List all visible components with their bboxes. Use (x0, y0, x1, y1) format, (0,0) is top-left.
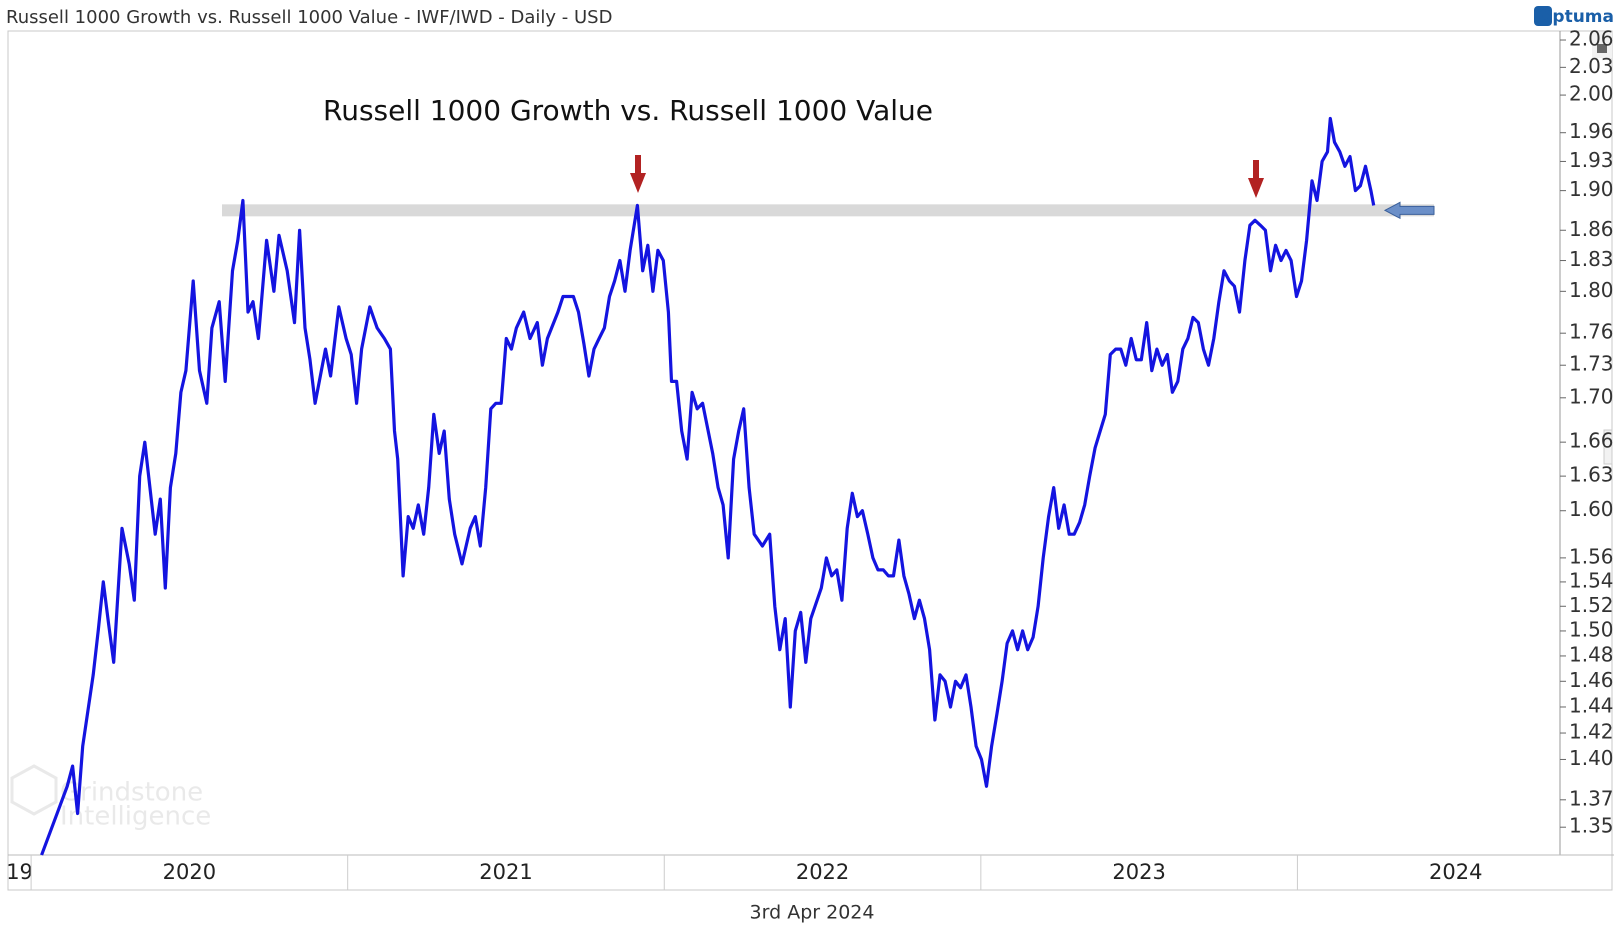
watermark-logo (10, 764, 58, 816)
y-tick-label: 1.40 (1569, 746, 1614, 770)
y-tick-label: 2.03 (1569, 54, 1614, 78)
brand: Optuma (1538, 7, 1614, 27)
y-tick-label: 1.86 (1569, 217, 1614, 241)
y-tick-label: 1.50 (1569, 617, 1614, 641)
y-tick-label: 1.76 (1569, 320, 1614, 344)
y-tick-label: 1.52 (1569, 593, 1614, 617)
red-arrow-shaft (1253, 160, 1259, 180)
y-tick-label: 1.93 (1569, 148, 1614, 172)
red-arrow-head (1248, 178, 1264, 198)
y-tick-label: 1.70 (1569, 384, 1614, 408)
watermark-line: Intelligence (60, 802, 211, 832)
y-tick-label: 1.63 (1569, 463, 1614, 487)
lock-icon (1597, 44, 1607, 53)
blue-arrow (1383, 201, 1435, 220)
y-tick-label: 1.83 (1569, 247, 1614, 271)
x-tick-label: 2023 (1112, 860, 1165, 884)
brand-logo (1534, 6, 1552, 26)
y-tick-label: 1.48 (1569, 642, 1614, 666)
price-line (40, 116, 1376, 856)
y-tick-label: 1.37 (1569, 786, 1614, 810)
watermark-line: Grindstone (60, 778, 203, 808)
y-tick-label: 2.06 (1569, 27, 1614, 51)
red-arrow-shaft (635, 155, 641, 175)
y-tick-label: 1.96 (1569, 119, 1614, 143)
x-tick-label: 2021 (479, 860, 532, 884)
reference-band (222, 204, 1434, 217)
x-tick-label: 2020 (163, 860, 216, 884)
plot-frame (7, 30, 1613, 891)
side-handle[interactable] (1603, 429, 1613, 465)
watermark: Grindstone Intelligence (10, 764, 211, 832)
y-tick-label: 2.00 (1569, 82, 1614, 106)
y-tick-label: 1.42 (1569, 720, 1614, 744)
y-tick-label: 1.54 (1569, 568, 1614, 592)
footer-date: 3rd Apr 2024 (750, 902, 875, 924)
x-tick-label: 2024 (1429, 860, 1482, 884)
y-tick-label: 1.46 (1569, 668, 1614, 692)
y-tick-label: 1.56 (1569, 544, 1614, 568)
y-tick-label: 1.35 (1569, 814, 1614, 838)
y-tick-label: 1.80 (1569, 278, 1614, 302)
red-arrow-head (630, 173, 646, 193)
y-tick-label: 1.60 (1569, 497, 1614, 521)
y-tick-label: 1.73 (1569, 352, 1614, 376)
chart-title: Russell 1000 Growth vs. Russell 1000 Val… (323, 94, 933, 127)
y-tick-label: 1.66 (1569, 429, 1614, 453)
header: Russell 1000 Growth vs. Russell 1000 Val… (6, 7, 612, 28)
y-tick-label: 1.90 (1569, 177, 1614, 201)
x-tick-label: 2022 (796, 860, 849, 884)
y-tick-label: 1.44 (1569, 693, 1614, 717)
x-tick-label: 19 (6, 860, 33, 884)
